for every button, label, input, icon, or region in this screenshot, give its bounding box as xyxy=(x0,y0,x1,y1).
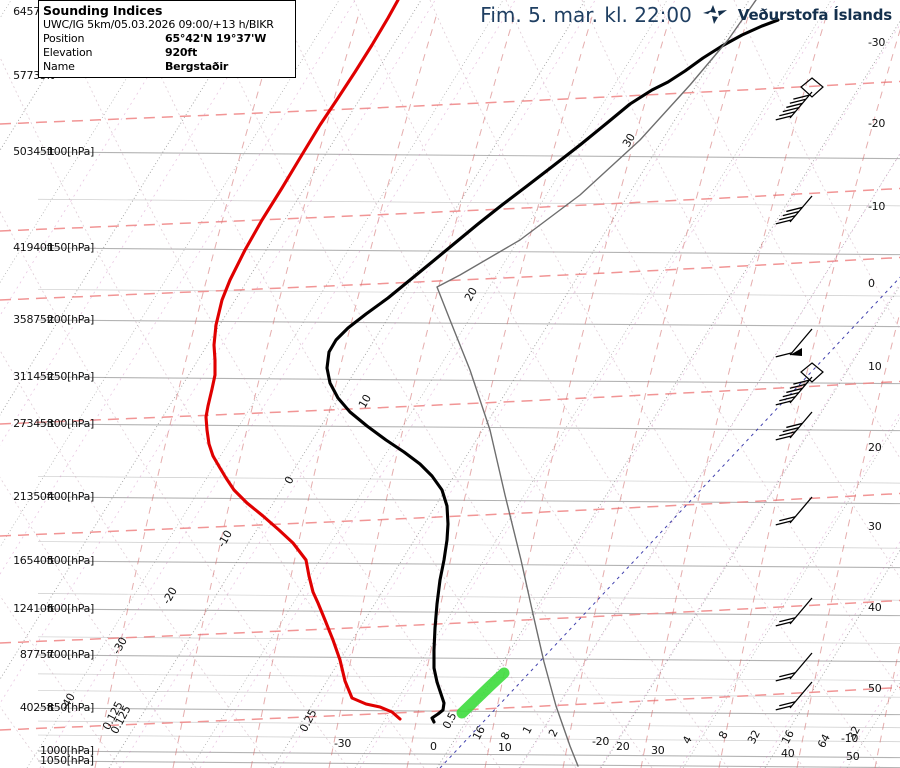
pressure-tick-label: 100[hPa] xyxy=(47,145,95,158)
sounding-indices-box: Sounding Indices UWC/IG 5km/05.03.2026 0… xyxy=(38,0,296,78)
pressure-tick-label: 400[hPa] xyxy=(47,490,95,503)
wind-barb xyxy=(775,362,824,406)
altitude-tick-label: 41940ft xyxy=(13,241,54,254)
wind-barb xyxy=(775,77,824,121)
right-temp-tick-label: -20 xyxy=(868,117,886,130)
bottom-temp-tick-label: 50 xyxy=(846,750,860,763)
altitude-tick-label: 27345ft xyxy=(13,417,54,430)
bottom-temp-tick-label: 40 xyxy=(781,747,795,760)
infobox-value-name: Bergstaðir xyxy=(165,60,229,73)
wind-barb xyxy=(775,195,813,225)
altitude-tick-label: 35875ft xyxy=(13,313,54,326)
right-temp-tick-label: 20 xyxy=(868,441,882,454)
page-title: Fim. 5. mar. kl. 22:00 xyxy=(480,3,692,27)
right-temp-tick-label: 0 xyxy=(868,277,875,290)
bottom-temp-tick-label: 0 xyxy=(430,740,437,753)
wind-barb xyxy=(775,681,813,711)
infobox-value-position: 65°42'N 19°37'W xyxy=(165,32,267,45)
pressure-tick-label: 700[hPa] xyxy=(47,648,95,661)
pressure-tick-label: 1050[hPa] xyxy=(40,754,94,767)
series-parcel xyxy=(436,0,757,767)
brand-label: Veðurstofa Íslands xyxy=(737,6,892,24)
altitude-tick-label: 16540ft xyxy=(13,554,54,567)
infobox-row-name: Name Bergstaðir xyxy=(43,60,291,74)
weather-arrows-icon xyxy=(702,4,728,26)
pressure-tick-label: 300[hPa] xyxy=(47,417,95,430)
bottom-temp-tick-label: -30 xyxy=(334,737,352,750)
altitude-tick-label: 8775ft xyxy=(19,648,54,661)
header: Fim. 5. mar. kl. 22:00 Veðurstofa Ísland… xyxy=(480,3,892,27)
altitude-tick-label: 21350ft xyxy=(13,490,54,503)
infobox-subtitle: UWC/IG 5km/05.03.2026 09:00/+13 h/BIKR xyxy=(43,18,274,31)
pressure-tick-label: 500[hPa] xyxy=(47,554,95,567)
pressure-tick-label: 600[hPa] xyxy=(47,602,95,615)
infobox-key-position: Position xyxy=(43,32,85,45)
series-cape-area xyxy=(456,667,510,719)
series-dewpoint xyxy=(325,18,780,724)
altitude-tick-label: 50345ft xyxy=(13,145,54,158)
infobox-row-elevation: Elevation 920ft xyxy=(43,46,291,60)
wind-barb xyxy=(775,328,813,358)
pressure-tick-label: 1000[hPa] xyxy=(40,744,94,757)
infobox-key-elevation: Elevation xyxy=(43,46,93,59)
bottom-temp-tick-label: 10 xyxy=(498,741,512,754)
series-temperature xyxy=(204,0,402,721)
right-temp-tick-label: 10 xyxy=(868,360,882,373)
bottom-temp-tick-label: 30 xyxy=(651,744,665,757)
altitude-tick-label: 12410ft xyxy=(13,602,54,615)
altitude-tick-label: 4025ft xyxy=(19,701,54,714)
infobox-key-name: Name xyxy=(43,60,75,73)
right-temp-tick-label: 40 xyxy=(868,601,882,614)
bottom-temp-tick-label: -20 xyxy=(592,735,610,748)
bottom-temp-tick-label: 20 xyxy=(616,740,630,753)
pressure-tick-label: 850[hPa] xyxy=(47,701,95,714)
bottom-temp-tick-label: -10 xyxy=(841,732,859,745)
infobox-table: Position 65°42'N 19°37'W Elevation 920ft… xyxy=(43,32,291,74)
wind-barb xyxy=(775,652,813,682)
pressure-tick-label: 200[hPa] xyxy=(47,313,95,326)
right-temp-tick-label: -10 xyxy=(868,200,886,213)
wind-barb xyxy=(775,597,813,627)
right-temp-tick-label: 50 xyxy=(868,682,882,695)
infobox-title: Sounding Indices xyxy=(43,3,163,18)
right-temp-tick-label: -30 xyxy=(868,36,886,49)
infobox-row-position: Position 65°42'N 19°37'W xyxy=(43,32,291,46)
pressure-tick-label: 150[hPa] xyxy=(47,241,95,254)
wind-barb xyxy=(775,496,813,526)
pressure-tick-label: 250[hPa] xyxy=(47,370,95,383)
right-temp-tick-label: 30 xyxy=(868,520,882,533)
infobox-value-elevation: 920ft xyxy=(165,46,198,59)
altitude-tick-label: 31145ft xyxy=(13,370,54,383)
wind-barb xyxy=(775,411,813,441)
